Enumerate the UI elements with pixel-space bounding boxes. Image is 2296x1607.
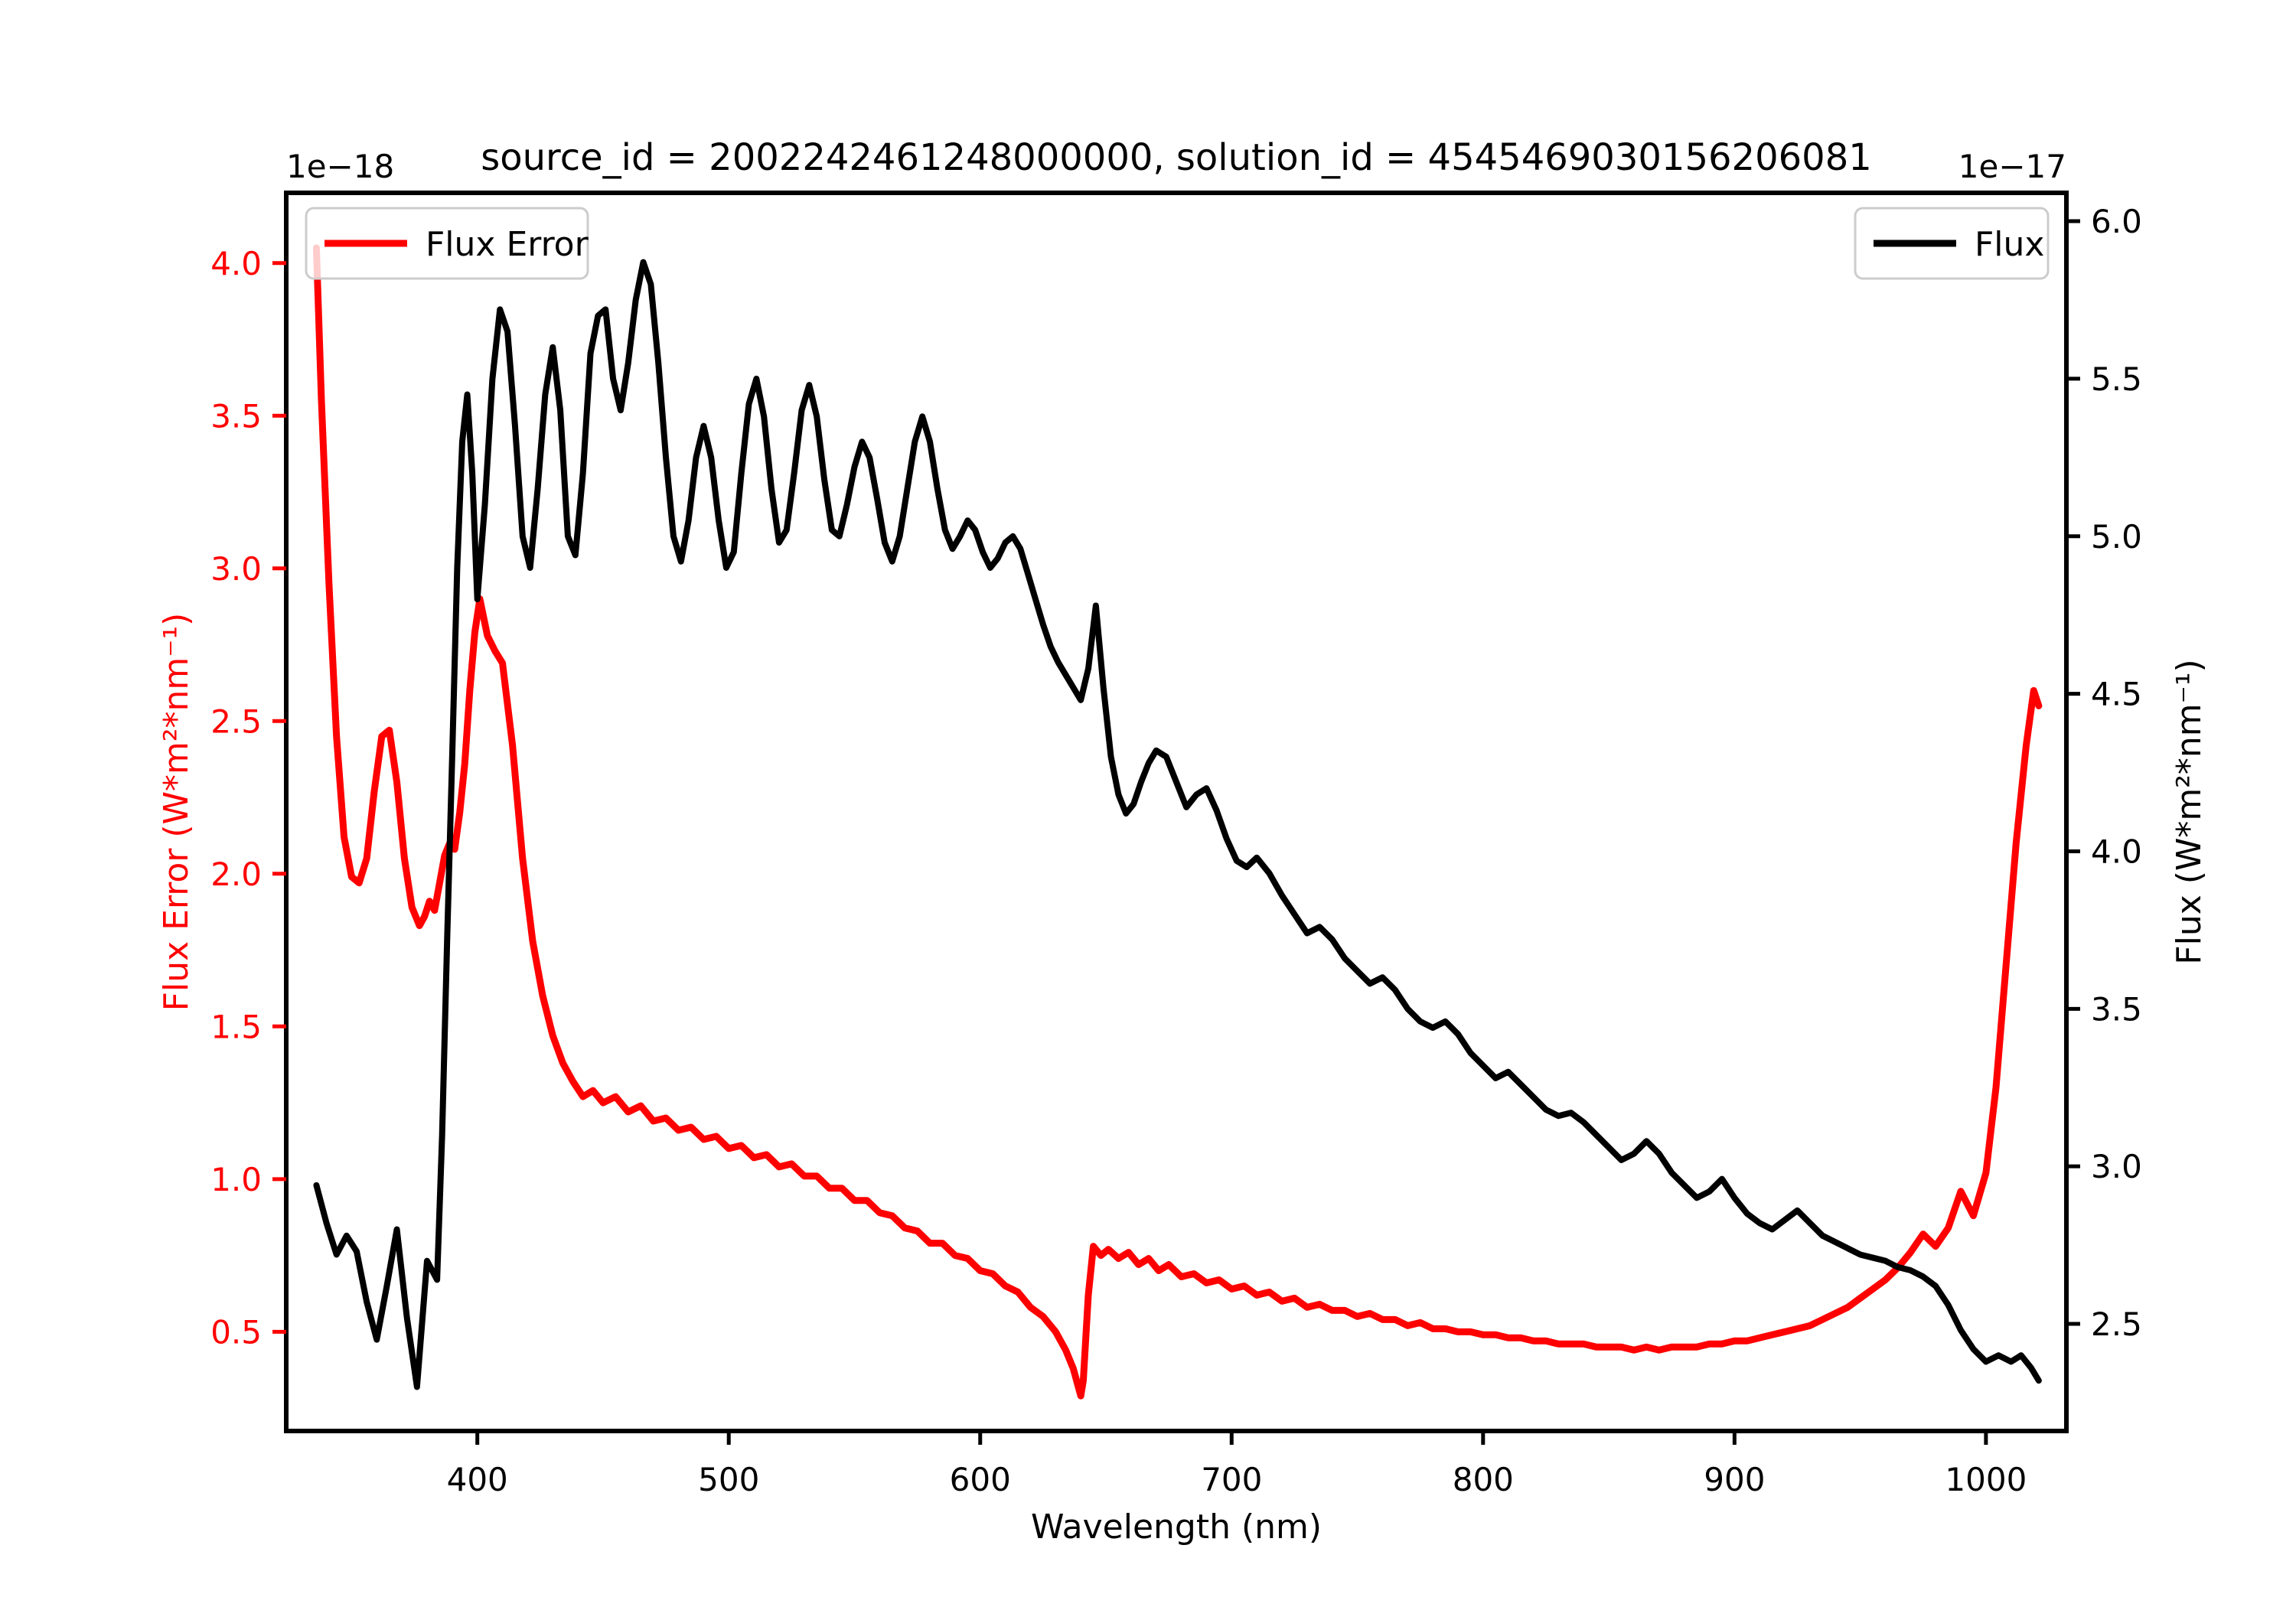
x-tick-label: 900 — [1704, 1461, 1765, 1498]
right-y-tick-label: 3.5 — [2091, 990, 2142, 1028]
plot-frame — [284, 191, 2069, 1433]
right-y-tick-label: 2.5 — [2091, 1305, 2142, 1343]
left-y-axis-ticks: 0.5 1.0 1.5 2.0 2.5 3.0 3.5 4.0 — [210, 245, 286, 1351]
left-axis-offset-text: 1e−18 — [286, 148, 394, 185]
x-tick-label: 500 — [698, 1461, 759, 1498]
x-axis-ticks: 400 500 600 700 800 900 1000 — [447, 1431, 2027, 1498]
legend-left-box — [305, 207, 589, 280]
left-y-tick-label: 4.0 — [210, 245, 262, 282]
right-y-tick-label: 5.5 — [2091, 360, 2142, 398]
page-title: source_id = 2002242461248000000, solutio… — [481, 136, 1872, 179]
right-axis-offset-text: 1e−17 — [1958, 148, 2066, 185]
left-y-axis-title: Flux Error (W*m²*nm⁻¹) — [157, 613, 196, 1012]
right-y-axis-ticks: 2.5 3.0 3.5 4.0 4.5 5.0 5.5 6.0 — [2066, 203, 2142, 1343]
right-y-axis-title: Flux (W*m²*nm⁻¹) — [2170, 659, 2209, 964]
flux-line — [313, 259, 2042, 1390]
x-axis-title: Wavelength (nm) — [1031, 1508, 1322, 1547]
flux-error-line — [312, 244, 2043, 1400]
right-y-tick-label: 3.0 — [2091, 1148, 2142, 1185]
left-y-tick-label: 3.0 — [210, 550, 262, 588]
legend-left-label: Flux Error — [426, 225, 589, 264]
right-y-tick-label: 4.5 — [2091, 676, 2142, 713]
right-y-tick-label: 6.0 — [2091, 203, 2142, 240]
legend-flux-error[interactable]: Flux Error — [305, 207, 589, 280]
left-y-tick-label: 1.5 — [210, 1008, 262, 1045]
x-tick-label: 1000 — [1945, 1461, 2027, 1498]
left-y-tick-label: 2.0 — [210, 856, 262, 893]
x-tick-label: 400 — [447, 1461, 508, 1498]
legend-flux[interactable]: Flux — [1854, 207, 2050, 280]
legend-right-label: Flux — [1975, 225, 2044, 264]
x-tick-label: 600 — [950, 1461, 1011, 1498]
right-y-tick-label: 4.0 — [2091, 833, 2142, 870]
x-tick-label: 800 — [1453, 1461, 1514, 1498]
left-y-tick-label: 1.0 — [210, 1161, 262, 1198]
left-y-tick-label: 3.5 — [210, 397, 262, 435]
right-y-tick-label: 5.0 — [2091, 518, 2142, 556]
x-tick-label: 700 — [1201, 1461, 1262, 1498]
left-y-tick-label: 2.5 — [210, 702, 262, 740]
left-y-tick-label: 0.5 — [210, 1313, 262, 1351]
